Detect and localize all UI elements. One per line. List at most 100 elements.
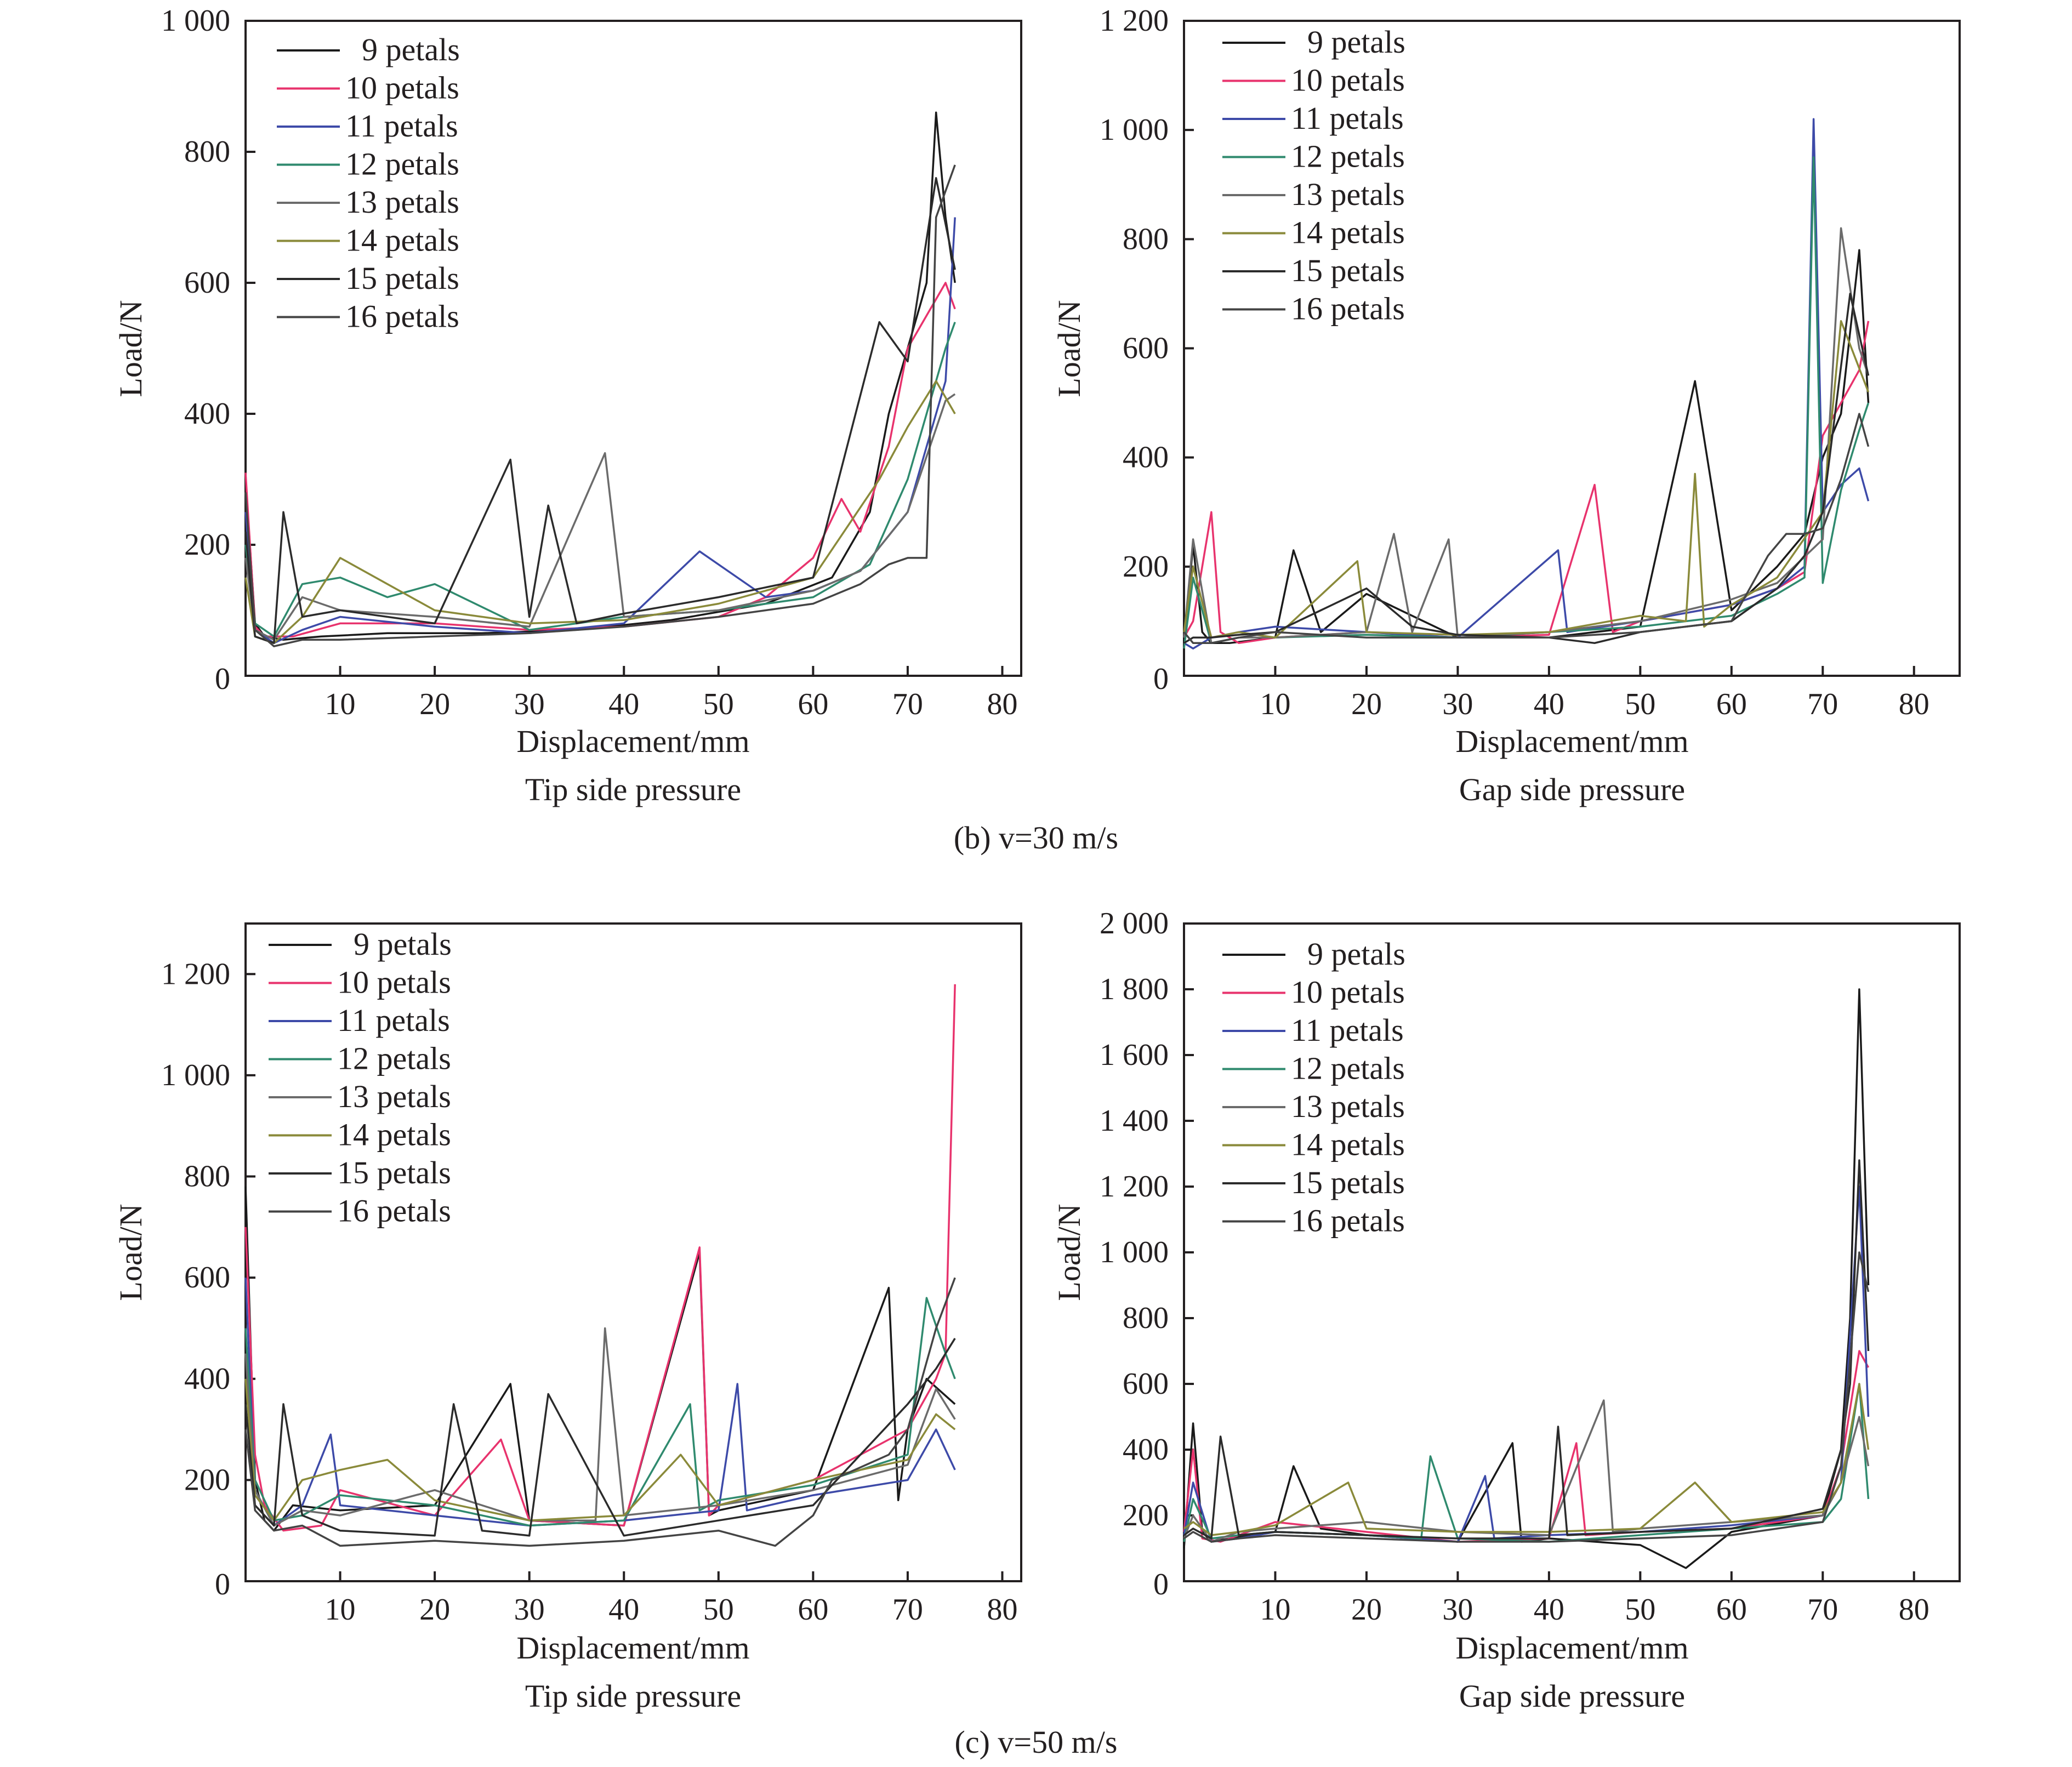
y-tick-label: 1 000	[1100, 1235, 1169, 1269]
legend-label: 16 petals	[345, 299, 459, 334]
x-tick-label: 80	[987, 1593, 1017, 1627]
series-line-15-petals	[1183, 293, 1870, 645]
x-axis-ticks: 10 20 30 40 50 60 70 80	[325, 1571, 1017, 1627]
x-axis-ticks: 10 20 30 40 50 60 70 80	[325, 666, 1017, 721]
y-tick-label: 1 600	[1100, 1038, 1169, 1072]
x-tick-label: 80	[1899, 687, 1929, 721]
x-tick-label: 50	[703, 1593, 734, 1627]
legend-label: 13 petals	[345, 184, 459, 220]
y-axis-label: Load/N	[113, 1204, 149, 1301]
y-tick-label: 0	[1153, 1568, 1169, 1601]
x-tick-label: 40	[608, 1593, 639, 1627]
x-tick-label: 30	[514, 1593, 545, 1627]
y-tick-label: 1 000	[1100, 113, 1169, 147]
y-tick-label: 600	[184, 1261, 230, 1295]
series-line-16-petals	[1183, 413, 1870, 645]
series-line-14-petals	[1183, 320, 1870, 639]
x-tick-label: 70	[892, 687, 923, 721]
chart-c-tip-side: 0 200 400 600 800 1 000 1 200 10 20 30 40 50 60 70 80…	[113, 922, 1022, 1714]
y-tick-label: 200	[184, 1463, 230, 1497]
caption-b: (b) v=30 m/s	[954, 820, 1118, 856]
y-tick-label: 800	[1123, 222, 1169, 256]
chart-c-gap-side: 0 200 400 600 800 1 000 1 200 1 400 1 600 1 800 2 …	[1051, 907, 1961, 1714]
caption-c: (c) v=50 m/s	[955, 1724, 1118, 1760]
y-tick-label: 1 200	[1100, 4, 1169, 38]
x-tick-label: 10	[325, 687, 356, 721]
y-tick-label: 1 200	[161, 957, 230, 991]
x-axis-label: Displacement/mm	[516, 723, 749, 759]
series-lines	[244, 111, 956, 647]
x-tick-label: 10	[325, 1593, 356, 1627]
legend-label: 13 petals	[1291, 176, 1405, 212]
legend-label: 14 petals	[1291, 1127, 1405, 1162]
x-tick-label: 70	[1807, 1593, 1838, 1627]
x-tick-label: 60	[798, 687, 828, 721]
y-tick-label: 1 200	[1100, 1170, 1169, 1204]
y-tick-label: 0	[1153, 662, 1169, 696]
y-tick-label: 0	[215, 662, 230, 696]
x-axis-label: Displacement/mm	[516, 1630, 749, 1666]
legend-label: 11 petals	[345, 108, 458, 144]
legend-label: 15 petals	[1291, 253, 1405, 288]
series-line-10-petals	[1183, 1350, 1870, 1543]
legend-label: 9 petals	[354, 926, 452, 962]
x-tick-label: 40	[1534, 687, 1564, 721]
x-tick-label: 60	[1716, 1593, 1747, 1627]
y-tick-label: 1 000	[161, 4, 230, 38]
y-tick-label: 400	[1123, 441, 1169, 475]
x-tick-label: 30	[514, 687, 545, 721]
legend-label: 10 petals	[1291, 974, 1405, 1010]
x-tick-label: 50	[703, 687, 734, 721]
y-tick-label: 1 000	[161, 1058, 230, 1092]
series-lines	[1183, 988, 1870, 1569]
y-tick-label: 200	[184, 528, 230, 562]
x-tick-label: 60	[1716, 687, 1747, 721]
y-axis-label: Load/N	[113, 300, 149, 397]
legend-label: 14 petals	[1291, 215, 1405, 250]
x-tick-label: 20	[1351, 1593, 1382, 1627]
x-tick-label: 30	[1442, 687, 1473, 721]
series-line-15-petals	[244, 177, 956, 645]
plot-frame	[244, 922, 1022, 1582]
y-tick-label: 1 400	[1100, 1104, 1169, 1138]
legend-label: 15 petals	[345, 260, 459, 296]
legend-label: 14 petals	[337, 1117, 451, 1153]
y-axis-label: Load/N	[1051, 300, 1087, 397]
y-tick-label: 600	[1123, 332, 1169, 366]
series-line-9-petals	[244, 1186, 956, 1532]
y-axis-label: Load/N	[1051, 1204, 1087, 1301]
legend-label: 10 petals	[345, 70, 459, 106]
x-axis-ticks: 10 20 30 40 50 60 70 80	[1260, 1571, 1929, 1627]
y-tick-label: 400	[1123, 1433, 1169, 1467]
series-line-14-petals	[244, 1378, 956, 1521]
y-axis-ticks: 0 200 400 600 800 1 000	[161, 4, 255, 696]
series-lines	[1183, 118, 1870, 649]
legend-label: 10 petals	[1291, 62, 1405, 98]
x-axis-label: Displacement/mm	[1455, 723, 1688, 759]
chart-b-tip-side: 0 200 400 600 800 1 000 10 20 30 40 50 60 70 80 Disp…	[113, 4, 1022, 807]
panel-title: Gap side pressure	[1459, 1678, 1685, 1714]
legend-label: 16 petals	[1291, 291, 1405, 327]
series-line-11-petals	[1183, 118, 1870, 649]
series-line-12-petals	[1183, 156, 1870, 649]
series-line-10-petals	[1183, 321, 1870, 645]
x-tick-label: 10	[1260, 687, 1290, 721]
y-tick-label: 1 800	[1100, 972, 1169, 1006]
legend-label: 12 petals	[345, 146, 459, 182]
legend-label: 12 petals	[1291, 1051, 1405, 1086]
x-tick-label: 80	[987, 687, 1017, 721]
y-tick-label: 600	[1123, 1367, 1169, 1401]
x-tick-label: 20	[1351, 687, 1382, 721]
series-line-14-petals	[1183, 1383, 1870, 1536]
y-tick-label: 400	[184, 397, 230, 431]
y-tick-label: 800	[184, 1160, 230, 1194]
x-tick-label: 20	[419, 1593, 450, 1627]
series-line-16-petals	[244, 1277, 956, 1547]
y-tick-label: 600	[184, 266, 230, 300]
legend-label: 13 petals	[337, 1079, 451, 1114]
legend-label: 11 petals	[1291, 100, 1404, 136]
x-tick-label: 70	[1807, 687, 1838, 721]
